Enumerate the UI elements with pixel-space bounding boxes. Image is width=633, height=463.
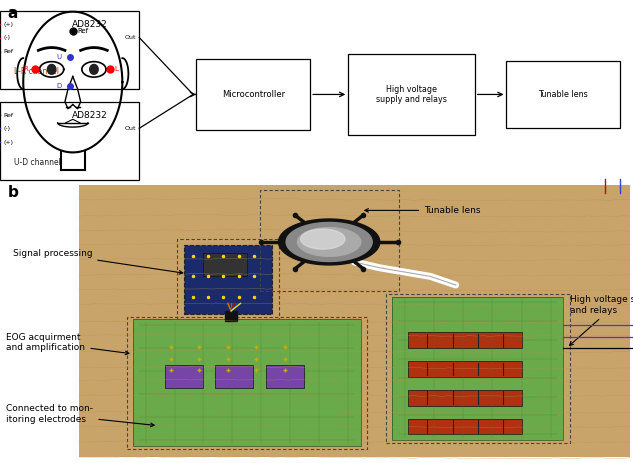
Bar xyxy=(408,419,522,434)
Bar xyxy=(127,317,367,449)
Text: R: R xyxy=(23,66,28,72)
Bar xyxy=(348,54,475,135)
Text: High voltage
supply and relays: High voltage supply and relays xyxy=(376,85,447,104)
Text: D: D xyxy=(56,82,62,88)
Polygon shape xyxy=(286,222,372,262)
Bar xyxy=(184,245,272,314)
Text: Out: Out xyxy=(125,35,136,40)
Bar xyxy=(408,332,522,348)
Text: L: L xyxy=(114,66,118,72)
Bar xyxy=(260,190,399,291)
Bar xyxy=(408,390,522,406)
Text: EOG acquirment
and amplification: EOG acquirment and amplification xyxy=(6,333,129,355)
Text: Tunable lens: Tunable lens xyxy=(365,206,480,215)
Text: Out: Out xyxy=(125,126,136,131)
Polygon shape xyxy=(225,311,237,321)
Text: L-R channel: L-R channel xyxy=(14,67,59,76)
Text: Microcontroller: Microcontroller xyxy=(222,90,285,99)
Polygon shape xyxy=(90,64,98,74)
Bar xyxy=(79,185,630,457)
Bar xyxy=(203,253,247,276)
Bar xyxy=(392,296,563,440)
Bar xyxy=(408,361,522,377)
Bar xyxy=(133,319,361,446)
Bar xyxy=(506,61,620,128)
Text: Connected to mon-
itoring electrodes: Connected to mon- itoring electrodes xyxy=(6,405,154,427)
Bar xyxy=(177,239,279,319)
Bar xyxy=(0,11,139,89)
Bar xyxy=(196,59,310,130)
Text: (-): (-) xyxy=(3,35,10,40)
Bar xyxy=(386,294,570,443)
Text: (-): (-) xyxy=(3,126,10,131)
Polygon shape xyxy=(279,219,380,265)
Text: Signal processing: Signal processing xyxy=(13,249,183,274)
Text: Ref: Ref xyxy=(77,28,88,34)
Polygon shape xyxy=(47,64,56,74)
Text: High voltage supply
and relays: High voltage supply and relays xyxy=(570,295,633,345)
Text: a: a xyxy=(8,6,18,20)
Text: AD8232: AD8232 xyxy=(72,111,108,119)
Text: (+): (+) xyxy=(3,140,13,145)
Text: Tunable lens: Tunable lens xyxy=(539,90,588,99)
Polygon shape xyxy=(301,229,345,249)
Text: AD8232: AD8232 xyxy=(72,20,108,29)
Polygon shape xyxy=(298,228,361,257)
Text: (+): (+) xyxy=(3,22,13,27)
Bar xyxy=(133,319,361,446)
Bar xyxy=(165,365,203,388)
Text: Ref: Ref xyxy=(3,113,13,118)
Bar xyxy=(215,365,253,388)
Text: b: b xyxy=(8,185,18,200)
Text: U-D channel: U-D channel xyxy=(14,158,61,167)
Bar xyxy=(266,365,304,388)
Bar xyxy=(392,296,563,440)
Text: U: U xyxy=(56,55,61,60)
Text: Ref: Ref xyxy=(3,49,13,54)
Bar xyxy=(0,102,139,180)
